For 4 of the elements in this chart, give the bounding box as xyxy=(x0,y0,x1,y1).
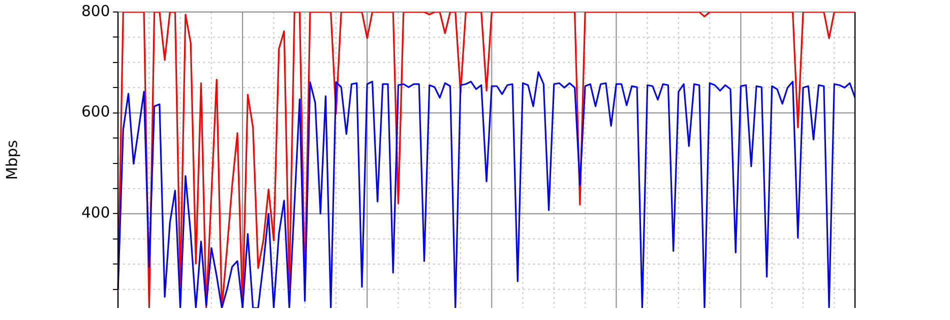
y-axis-title: Mbps xyxy=(2,140,21,180)
y-tick-label: 800 xyxy=(81,2,110,20)
y-tick-label: 400 xyxy=(81,204,110,222)
y-tick-label: 600 xyxy=(81,102,110,121)
